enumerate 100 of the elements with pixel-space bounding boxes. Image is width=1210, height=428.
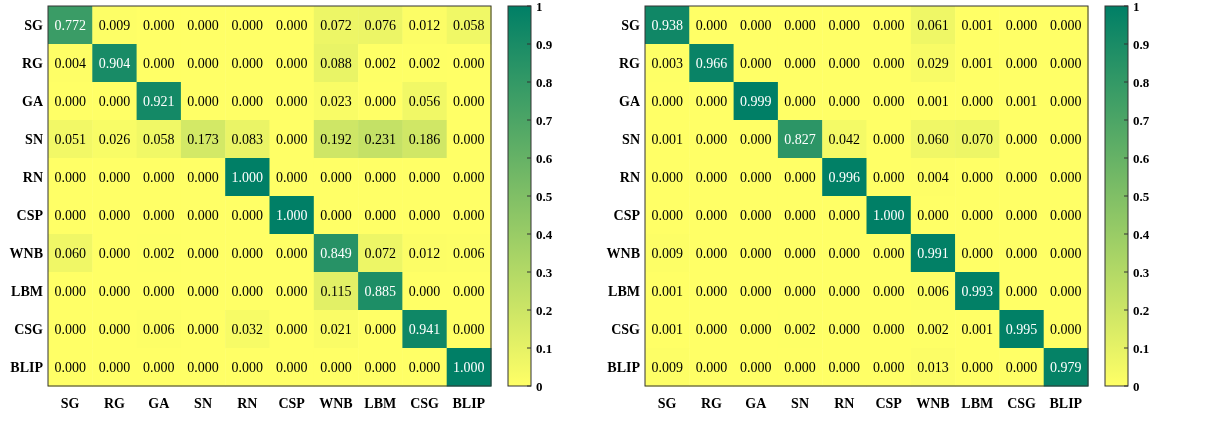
data-label: 0.000 <box>275 169 308 185</box>
data-label: 0.000 <box>784 17 816 33</box>
data-label: 0.000 <box>1050 17 1082 33</box>
data-label: 0.000 <box>828 55 861 71</box>
data-label: 0.009 <box>98 17 131 33</box>
data-label: 0.000 <box>784 93 816 109</box>
data-label: 0.006 <box>143 321 175 337</box>
data-label: 0.000 <box>143 207 175 223</box>
data-label: 0.000 <box>320 169 352 185</box>
data-label: 0.000 <box>740 321 772 337</box>
data-label: 0.827 <box>784 131 816 147</box>
data-label: 0.000 <box>453 169 485 185</box>
data-label: 0.000 <box>1050 93 1082 109</box>
data-label: 0.000 <box>872 169 905 185</box>
data-label: 0.070 <box>961 131 993 147</box>
data-label: 0.000 <box>872 17 905 33</box>
data-label: 0.000 <box>143 55 175 71</box>
data-label: 0.000 <box>872 359 905 375</box>
data-label: 0.000 <box>872 283 905 299</box>
data-label: 0.000 <box>320 359 352 375</box>
color-bar-label: 0.3 <box>536 264 553 280</box>
data-label: 0.000 <box>1005 245 1038 261</box>
data-label: 0.000 <box>408 283 441 299</box>
data-label: 0.000 <box>54 321 86 337</box>
data-label: 0.051 <box>54 131 86 147</box>
data-label: 0.000 <box>453 321 485 337</box>
data-label: 0.966 <box>695 55 728 71</box>
x-tick-label: GA <box>148 396 171 411</box>
y-tick-label: CSG <box>14 321 44 337</box>
data-label: 0.000 <box>1005 169 1038 185</box>
data-label: 0.000 <box>961 169 993 185</box>
data-label: 0.000 <box>784 55 816 71</box>
data-label: 0.000 <box>872 93 905 109</box>
color-bar-label: 0.5 <box>1133 188 1150 204</box>
color-bar-label: 0.6 <box>1133 150 1150 166</box>
data-label: 0.000 <box>408 169 441 185</box>
data-label: 0.000 <box>453 93 485 109</box>
data-label: 0.000 <box>187 17 219 33</box>
data-label: 0.000 <box>740 55 772 71</box>
x-tick-label: BLIP <box>1049 396 1083 411</box>
x-tick-label: CSP <box>278 396 306 411</box>
x-tick-label: RG <box>103 396 126 411</box>
data-label: 0.000 <box>784 283 816 299</box>
y-tick-label: GA <box>619 93 641 109</box>
data-label: 0.002 <box>408 55 441 71</box>
data-label: 0.061 <box>917 17 949 33</box>
x-tick-label: SN <box>194 396 212 411</box>
data-label: 0.000 <box>695 321 728 337</box>
data-label: 0.023 <box>320 93 352 109</box>
data-label: 0.000 <box>98 359 131 375</box>
data-label: 0.000 <box>961 245 993 261</box>
data-label: 0.000 <box>695 359 728 375</box>
data-label: 0.000 <box>187 283 219 299</box>
data-label: 0.186 <box>408 131 441 147</box>
data-label: 1.000 <box>453 359 485 375</box>
data-label: 0.000 <box>143 359 175 375</box>
data-label: 0.000 <box>961 207 993 223</box>
data-label: 0.000 <box>187 359 219 375</box>
data-label: 0.000 <box>231 283 264 299</box>
data-label: 0.001 <box>961 55 993 71</box>
y-tick-label: BLIP <box>607 359 641 375</box>
data-label: 0.000 <box>54 207 86 223</box>
data-label: 0.004 <box>54 55 86 71</box>
data-label: 0.003 <box>651 55 683 71</box>
data-label: 0.000 <box>695 131 728 147</box>
data-label: 0.000 <box>408 359 441 375</box>
data-label: 0.000 <box>740 169 772 185</box>
data-label: 0.000 <box>320 207 352 223</box>
data-label: 0.000 <box>1050 169 1082 185</box>
data-label: 0.000 <box>784 245 816 261</box>
data-label: 0.001 <box>961 17 993 33</box>
data-label: 0.000 <box>961 359 993 375</box>
data-label: 0.000 <box>98 93 131 109</box>
x-tick-label: GA <box>745 396 768 411</box>
data-label: 0.042 <box>828 131 861 147</box>
color-bar-label: 0.9 <box>536 36 553 52</box>
data-label: 0.000 <box>740 359 772 375</box>
data-label: 0.000 <box>54 93 86 109</box>
data-label: 0.026 <box>98 131 131 147</box>
y-tick-label: SG <box>24 17 44 33</box>
data-label: 1.000 <box>872 207 905 223</box>
color-bar-label: 0.2 <box>1133 302 1150 318</box>
data-label: 0.002 <box>143 245 175 261</box>
data-label: 0.001 <box>917 93 949 109</box>
y-tick-label: CSP <box>16 207 44 223</box>
data-label: 0.000 <box>651 169 683 185</box>
x-tick-label: LBM <box>961 396 994 411</box>
color-bar-label: 0 <box>536 378 543 394</box>
data-label: 1.000 <box>231 169 264 185</box>
data-label: 0.000 <box>143 283 175 299</box>
data-label: 0.993 <box>961 283 993 299</box>
data-label: 0.009 <box>651 245 683 261</box>
data-label: 0.995 <box>1005 321 1038 337</box>
data-label: 0.173 <box>187 131 219 147</box>
color-bar-label: 0.6 <box>536 150 553 166</box>
color-bar-label: 0.4 <box>536 226 553 242</box>
color-bar-label: 0.3 <box>1133 264 1150 280</box>
data-label: 0.006 <box>917 283 949 299</box>
data-label: 0.032 <box>231 321 264 337</box>
data-label: 0.000 <box>828 207 861 223</box>
